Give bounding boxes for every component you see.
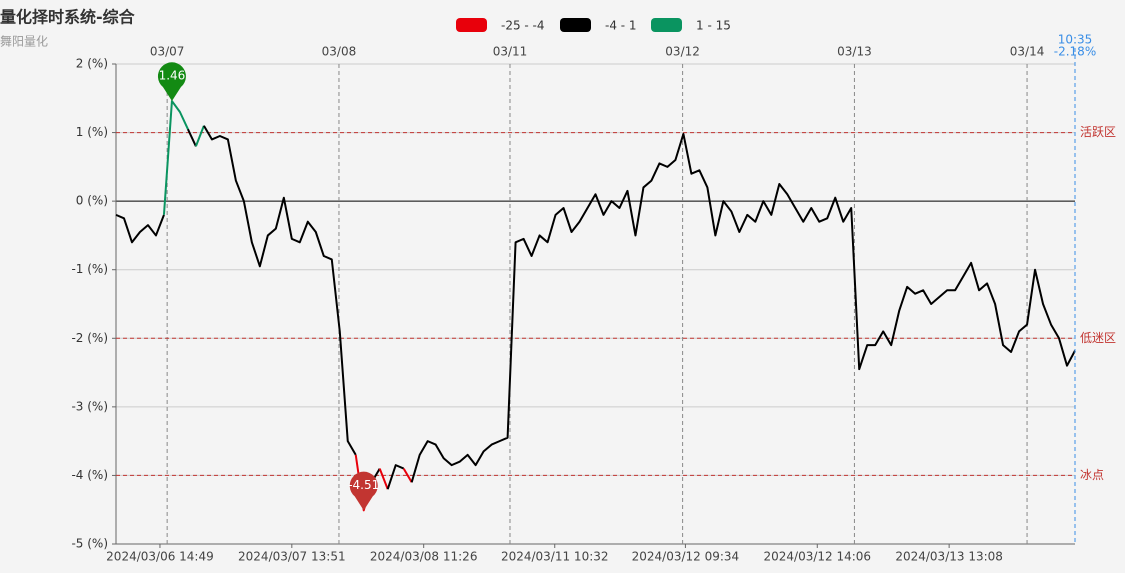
mark-pin: [349, 471, 378, 511]
x-tick-label: 2024/03/12 14:06: [763, 550, 871, 564]
x-tick-label: 2024/03/07 13:51: [238, 550, 346, 564]
x-day-label: 03/08: [322, 45, 357, 59]
legend-label: -25 - -4: [501, 19, 545, 33]
legend-swatch: [560, 18, 591, 32]
chart-subtitle: 舞阳量化: [0, 35, 48, 49]
mark-line-label: 冰点: [1080, 468, 1104, 482]
line-segment: [162, 100, 189, 215]
x-day-label: 03/12: [665, 45, 700, 59]
mark-pin-label: -4.51: [348, 478, 379, 492]
x-tick-label: 2024/03/06 14:49: [106, 550, 214, 564]
y-tick-label: 1 (%): [76, 125, 108, 139]
y-tick-label: -5 (%): [71, 537, 108, 551]
current-time: 10:35: [1058, 33, 1093, 47]
line-segment: [115, 213, 165, 244]
legend-label: -4 - 1: [605, 19, 637, 33]
mark-pin-label: 1.46: [159, 69, 186, 83]
x-day-label: 03/07: [150, 45, 185, 59]
y-tick-label: -1 (%): [71, 262, 108, 276]
y-tick-label: 2 (%): [76, 57, 108, 71]
line-segment: [378, 468, 389, 490]
mark-line-label: 低迷区: [1080, 331, 1116, 345]
x-tick-label: 2024/03/08 11:26: [370, 550, 478, 564]
x-tick-label: 2024/03/12 09:34: [632, 550, 740, 564]
x-tick-label: 2024/03/13 13:08: [895, 550, 1003, 564]
x-day-label: 03/13: [837, 45, 872, 59]
legend-swatch: [651, 18, 682, 32]
x-tick-label: 2024/03/11 10:32: [501, 550, 609, 564]
x-day-label: 03/11: [493, 45, 528, 59]
mark-line-label: 活跃区: [1080, 125, 1116, 139]
y-tick-label: -3 (%): [71, 399, 108, 413]
line-segment: [386, 464, 405, 490]
line-segment: [194, 125, 205, 147]
line-segment: [410, 132, 1076, 483]
mark-pin: [157, 62, 186, 102]
line-segment: [187, 128, 197, 147]
legend-label: 1 - 15: [696, 19, 731, 33]
x-day-label: 03/14: [1010, 45, 1045, 59]
line-segment: [402, 468, 413, 483]
line-segment: [203, 125, 357, 456]
chart-title: 量化择时系统-综合: [0, 8, 136, 27]
y-tick-label: -2 (%): [71, 331, 108, 345]
y-tick-label: 0 (%): [76, 194, 108, 208]
current-value: -2.18%: [1054, 45, 1096, 59]
y-tick-label: -4 (%): [71, 468, 108, 482]
legend-swatch: [456, 18, 487, 32]
